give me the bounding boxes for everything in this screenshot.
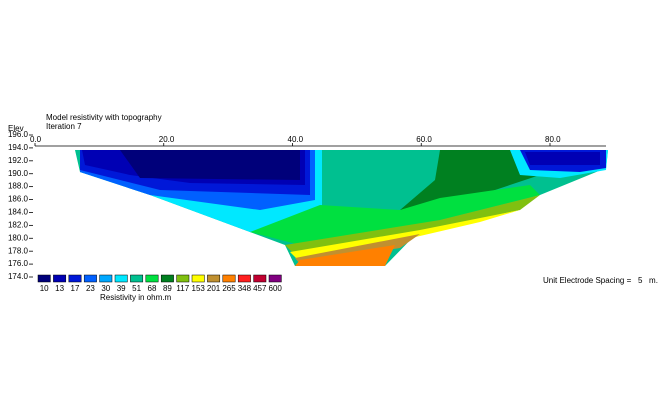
colorbar-tick-label: 600 <box>269 284 283 293</box>
x-tick-label: 20.0 <box>159 135 175 144</box>
y-tick-label: 186.0 <box>8 195 29 204</box>
resistivity-region <box>120 150 300 180</box>
y-tick-label: 178.0 <box>8 246 29 255</box>
y-tick-label: 188.0 <box>8 182 29 191</box>
resistivity-region <box>295 245 395 266</box>
colorbar-swatch <box>53 274 67 283</box>
colorbar-swatch <box>160 274 174 283</box>
y-tick-label: 192.0 <box>8 156 29 165</box>
colorbar-swatch <box>191 274 205 283</box>
y-tick-label: 182.0 <box>8 220 29 229</box>
chart-subtitle: Iteration 7 <box>46 122 82 131</box>
colorbar-tick-label: 10 <box>40 284 49 293</box>
resistivity-region <box>250 185 540 245</box>
colorbar-swatch <box>145 274 159 283</box>
colorbar-tick-label: 30 <box>101 284 110 293</box>
note: Unit Electrode Spacing = 5 m. <box>543 276 658 285</box>
colorbar-swatch <box>37 274 51 283</box>
colorbar-tick-label: 117 <box>176 284 189 293</box>
resistivity-region <box>525 152 600 165</box>
colorbar-swatch <box>222 274 236 283</box>
colorbar-tick-label: 39 <box>117 284 126 293</box>
colorbar-tick-label: 13 <box>55 284 64 293</box>
colorbar-tick-label: 348 <box>238 284 252 293</box>
y-tick-label: 196.0 <box>8 130 29 139</box>
colorbar-tick-label: 68 <box>148 284 157 293</box>
colorbar-swatch <box>83 274 97 283</box>
y-tick-label: 180.0 <box>8 233 29 242</box>
y-tick-label: 176.0 <box>8 259 29 268</box>
colorbar-tick-label: 153 <box>192 284 206 293</box>
colorbar-swatch <box>253 274 267 283</box>
colorbar-label: Resistivity in ohm.m <box>100 293 171 302</box>
colorbar-tick-label: 51 <box>132 284 141 293</box>
y-tick-label: 184.0 <box>8 208 29 217</box>
x-tick-label: 0.0 <box>30 135 42 144</box>
colorbar-tick-label: 17 <box>71 284 80 293</box>
resistivity-region <box>400 150 540 215</box>
colorbar-swatch <box>99 274 113 283</box>
x-tick-label: 60.0 <box>416 135 432 144</box>
colorbar-swatch <box>114 274 128 283</box>
y-tick-label: 194.0 <box>8 143 29 152</box>
section <box>75 150 608 266</box>
y-tick-label: 174.0 <box>8 272 29 281</box>
colorbar-swatch <box>268 274 282 283</box>
x-tick-label: 40.0 <box>288 135 304 144</box>
colorbar-tick-label: 457 <box>253 284 267 293</box>
resistivity-region <box>285 195 540 255</box>
colorbar-swatch <box>130 274 144 283</box>
colorbar-swatch <box>176 274 190 283</box>
colorbar-swatch <box>237 274 251 283</box>
colorbar-tick-label: 201 <box>207 284 221 293</box>
colorbar-tick-label: 23 <box>86 284 95 293</box>
chart-title: Model resistivity with topography <box>46 113 162 122</box>
x-tick-label: 80.0 <box>545 135 561 144</box>
y-axis-label: Elev <box>8 124 24 133</box>
colorbar-swatch <box>68 274 82 283</box>
colorbar-tick-label: 265 <box>222 284 236 293</box>
colorbar-tick-label: 89 <box>163 284 172 293</box>
colorbar-swatch <box>207 274 221 283</box>
y-tick-label: 190.0 <box>8 169 29 178</box>
